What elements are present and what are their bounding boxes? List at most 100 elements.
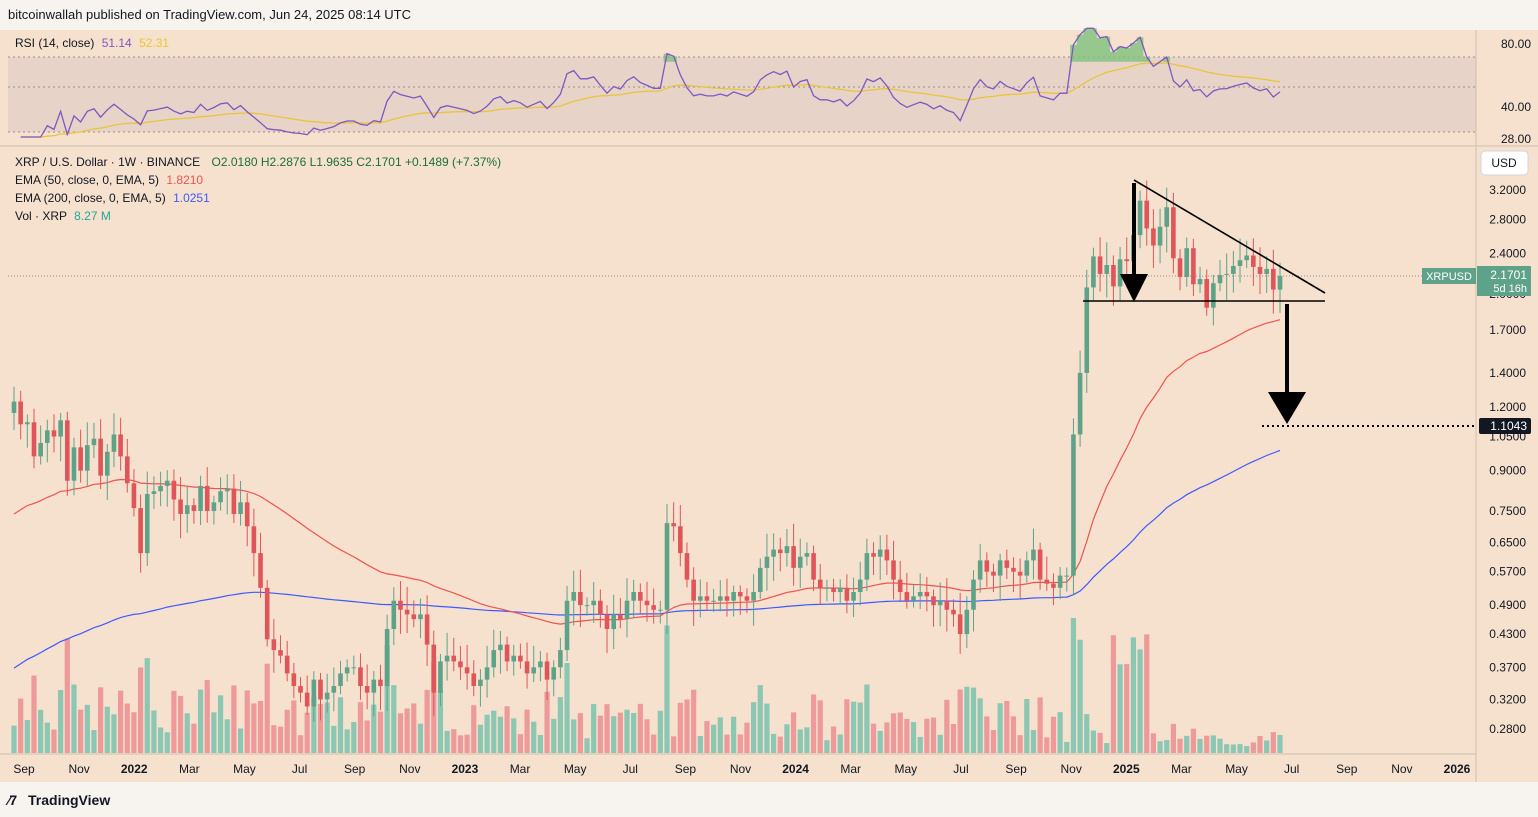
candle bbox=[471, 673, 477, 687]
candle bbox=[784, 546, 790, 554]
rsi-ma-line bbox=[20, 62, 1281, 138]
volume-bar bbox=[557, 697, 563, 753]
candle bbox=[458, 661, 463, 668]
last-price-badge: XRPUSD 2.1701 5d 16h bbox=[1422, 266, 1531, 296]
candle bbox=[611, 614, 616, 629]
volume-bars bbox=[11, 618, 1283, 753]
volume-bar bbox=[790, 712, 797, 753]
candle bbox=[904, 592, 910, 601]
candle bbox=[917, 592, 923, 597]
ema200-label: EMA (200, close, 0, EMA, 5) bbox=[15, 191, 166, 205]
candle bbox=[351, 667, 357, 669]
candle bbox=[398, 600, 403, 610]
candle bbox=[891, 560, 896, 580]
volume-bar bbox=[437, 689, 444, 753]
volume-bar bbox=[1070, 618, 1077, 753]
volume-bar bbox=[217, 695, 224, 753]
ema200-line bbox=[13, 449, 1281, 669]
volume-bar bbox=[611, 716, 617, 753]
volume-bar bbox=[264, 663, 270, 753]
candle bbox=[691, 579, 696, 601]
volume-bar bbox=[757, 685, 763, 753]
volume-bar bbox=[1230, 744, 1236, 753]
price-tick: 2.8000 bbox=[1489, 213, 1526, 227]
candle bbox=[911, 596, 916, 601]
candle bbox=[591, 600, 596, 606]
time-tick: 2024 bbox=[782, 762, 809, 776]
currency-button[interactable]: USD bbox=[1480, 150, 1529, 176]
volume-bar bbox=[1044, 737, 1050, 753]
volume-bar bbox=[377, 711, 384, 753]
candle bbox=[544, 661, 550, 680]
candle bbox=[764, 556, 770, 568]
candle bbox=[1011, 567, 1016, 572]
candle bbox=[211, 502, 217, 512]
tradingview-logo[interactable]: ⁄7 TradingView bbox=[8, 792, 110, 808]
volume-bar bbox=[1077, 639, 1083, 753]
candle bbox=[1217, 274, 1223, 284]
candle bbox=[997, 560, 1003, 576]
candle bbox=[364, 686, 370, 693]
candle bbox=[731, 592, 736, 601]
volume-bar bbox=[271, 725, 277, 753]
volume-bar bbox=[444, 730, 450, 753]
ema50-legend: EMA (50, close, 0, EMA, 5) 1.8210 bbox=[15, 173, 203, 187]
candle bbox=[1051, 583, 1056, 588]
volume-bar bbox=[651, 734, 657, 753]
volume-bar bbox=[1030, 730, 1037, 753]
candle bbox=[144, 493, 150, 554]
last-price: 2.1701 bbox=[1490, 268, 1527, 282]
time-axis[interactable]: Sep Nov 2022 Mar May Jul Sep Nov 2023 Mar May Jul Se… bbox=[13, 762, 1470, 776]
time-tick: May bbox=[233, 762, 256, 776]
volume-bar bbox=[58, 689, 64, 753]
symbol-title: XRP / U.S. Dollar · 1W · BINANCE bbox=[15, 155, 201, 169]
candle bbox=[1097, 256, 1103, 274]
candle bbox=[857, 579, 863, 593]
volume-bar bbox=[744, 722, 750, 753]
time-tick: Mar bbox=[179, 762, 200, 776]
volume-bar bbox=[677, 702, 683, 753]
candle bbox=[724, 596, 730, 601]
volume-bar bbox=[237, 728, 244, 753]
price-axis[interactable]: 3.20002.80002.40002.00001.70001.40001.20… bbox=[1489, 183, 1526, 736]
candle bbox=[531, 667, 537, 674]
time-tick: 2026 bbox=[1444, 762, 1471, 776]
candle bbox=[271, 639, 277, 651]
volume-bar bbox=[1204, 735, 1210, 753]
volume-bar bbox=[244, 690, 250, 753]
volume-bar bbox=[1237, 744, 1243, 753]
candle bbox=[618, 614, 623, 620]
volume-bar bbox=[1110, 635, 1117, 753]
candle bbox=[551, 667, 557, 680]
candle bbox=[98, 438, 103, 476]
price-tick: 0.3700 bbox=[1489, 660, 1526, 674]
candle bbox=[338, 673, 343, 687]
volume-bar bbox=[877, 730, 883, 753]
volume-bar bbox=[804, 727, 810, 753]
candle bbox=[391, 600, 397, 629]
volume-bar bbox=[91, 730, 97, 753]
candle bbox=[831, 587, 836, 593]
volume-bar bbox=[84, 704, 90, 753]
time-tick: Mar bbox=[840, 762, 861, 776]
currency-label: USD bbox=[1491, 156, 1517, 170]
candle bbox=[837, 587, 843, 593]
volume-bar bbox=[764, 703, 770, 753]
candle bbox=[1197, 279, 1203, 285]
volume-bar bbox=[691, 689, 697, 753]
price-tick: 2.4000 bbox=[1489, 247, 1526, 261]
volume-bar bbox=[890, 713, 897, 753]
volume-bar bbox=[1037, 697, 1043, 753]
candle bbox=[937, 600, 943, 606]
ohlc-values: O2.0180 H2.2876 L1.9635 C2.1701 +0.1489 … bbox=[211, 155, 502, 169]
volume-bar bbox=[937, 734, 943, 753]
volume-bar bbox=[1024, 698, 1030, 753]
volume-bar bbox=[1177, 738, 1183, 753]
candle bbox=[737, 592, 743, 597]
candle bbox=[84, 445, 90, 471]
candle bbox=[518, 655, 523, 662]
volume-bar bbox=[411, 703, 417, 753]
volume-bar bbox=[497, 716, 504, 753]
volume-bar bbox=[1264, 740, 1270, 753]
